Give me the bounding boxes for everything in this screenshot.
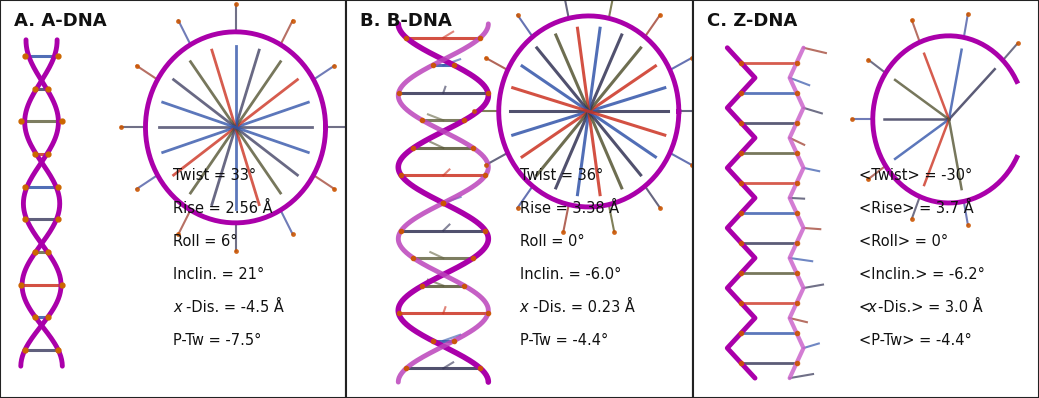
Text: <P-Tw> = -4.4°: <P-Tw> = -4.4°	[859, 333, 971, 348]
Text: <Roll> = 0°: <Roll> = 0°	[859, 234, 948, 249]
Text: Twist = 33°: Twist = 33°	[174, 168, 257, 183]
Text: -Dis.> = 3.0 Å: -Dis.> = 3.0 Å	[878, 300, 983, 315]
Text: -Dis. = 0.23 Å: -Dis. = 0.23 Å	[533, 300, 635, 315]
Text: Inclin. = -6.0°: Inclin. = -6.0°	[520, 267, 621, 282]
Text: C. Z-DNA: C. Z-DNA	[707, 12, 797, 30]
Text: P-Tw = -7.5°: P-Tw = -7.5°	[174, 333, 262, 348]
Text: Rise = 3.38 Å: Rise = 3.38 Å	[520, 201, 618, 216]
Text: x: x	[868, 300, 876, 315]
Text: Rise = 2.56 Å: Rise = 2.56 Å	[174, 201, 272, 216]
Text: A. A-DNA: A. A-DNA	[14, 12, 106, 30]
Text: Inclin. = 21°: Inclin. = 21°	[174, 267, 264, 282]
Text: Roll = 0°: Roll = 0°	[520, 234, 584, 249]
Text: Roll = 6°: Roll = 6°	[174, 234, 238, 249]
Text: <Twist> = -30°: <Twist> = -30°	[859, 168, 973, 183]
Text: <Rise> = 3.7 Å: <Rise> = 3.7 Å	[859, 201, 974, 216]
Text: <: <	[859, 300, 871, 315]
Text: -Dis. = -4.5 Å: -Dis. = -4.5 Å	[186, 300, 284, 315]
Text: Twist = 36°: Twist = 36°	[520, 168, 603, 183]
Text: x: x	[174, 300, 182, 315]
Text: x: x	[520, 300, 528, 315]
Text: B. B-DNA: B. B-DNA	[361, 12, 452, 30]
Text: P-Tw = -4.4°: P-Tw = -4.4°	[520, 333, 608, 348]
Text: <Inclin.> = -6.2°: <Inclin.> = -6.2°	[859, 267, 985, 282]
